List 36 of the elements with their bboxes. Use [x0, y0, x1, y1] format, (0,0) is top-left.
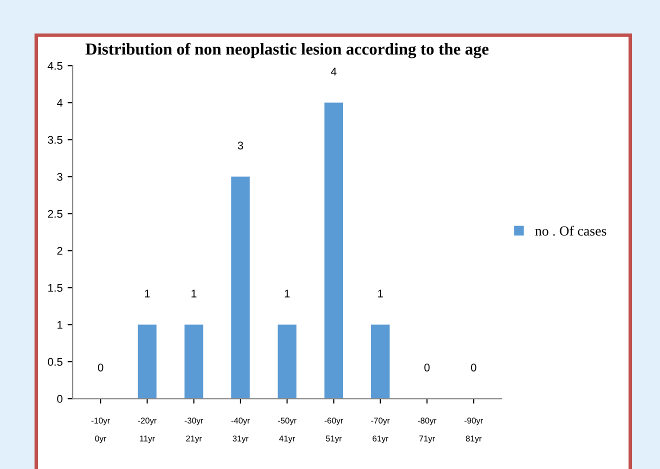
- bar: [231, 176, 250, 399]
- bar: [324, 102, 344, 399]
- y-tick-label: 0.5: [48, 358, 62, 366]
- y-tick-label: 3: [57, 172, 62, 181]
- bar: [278, 324, 296, 399]
- category-label: -50yr 41yr: [278, 418, 296, 444]
- category-label: -20yr 11yr: [138, 418, 157, 444]
- data-label: 0: [424, 364, 430, 372]
- y-tick-label: 0: [57, 394, 62, 403]
- data-label: 1: [284, 290, 290, 298]
- data-label: 0: [470, 364, 476, 372]
- category-label: -80yr 71yr: [418, 418, 436, 444]
- category-label: -10yr 0yr: [91, 418, 110, 444]
- data-label: 1: [144, 290, 150, 298]
- category-label: -40yr 31yr: [231, 418, 250, 444]
- data-label: 1: [192, 290, 196, 298]
- data-label: 1: [378, 290, 383, 298]
- data-label: 4: [330, 68, 336, 76]
- data-label: 0: [98, 364, 104, 372]
- bar: [138, 324, 157, 399]
- y-tick-label: 4.5: [48, 62, 62, 70]
- category-label: -60yr 51yr: [324, 418, 344, 444]
- category-label: -30yr 21yr: [184, 418, 204, 444]
- legend-label: no . Of cases: [535, 226, 606, 236]
- chart-title: Distribution of non neoplastic lesion according to the age: [86, 42, 489, 58]
- category-label: -70yr 61yr: [371, 418, 390, 444]
- y-tick-label: 3.5: [48, 136, 62, 144]
- y-tick-label: 2.5: [48, 210, 62, 218]
- bar: [184, 324, 204, 399]
- y-tick-label: 1.5: [48, 284, 62, 292]
- data-label: 3: [238, 142, 244, 150]
- bar: [371, 324, 390, 399]
- y-tick-label: 2: [57, 246, 62, 255]
- category-label: -90yr 81yr: [464, 418, 483, 444]
- y-tick-label: 4: [56, 99, 63, 107]
- y-tick-label: 1: [58, 321, 62, 329]
